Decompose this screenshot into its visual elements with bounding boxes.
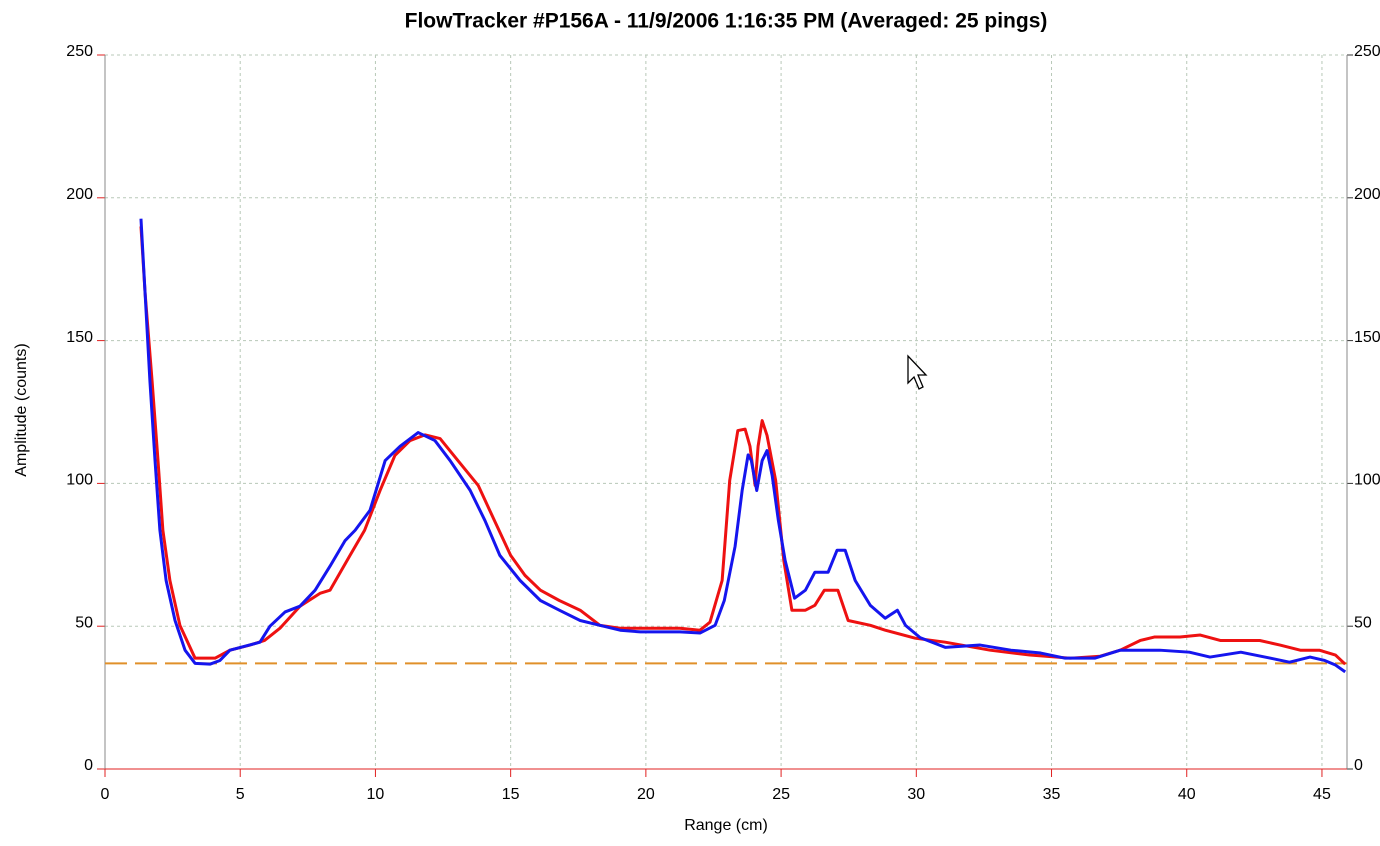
y2-tick-label: 0: [1354, 757, 1363, 774]
x-tick-label: 5: [236, 786, 245, 803]
x-tick-label: 25: [772, 786, 790, 803]
series-line: [139, 218, 1347, 674]
y-tick-label: 200: [66, 186, 93, 203]
y-tick-label: 150: [66, 329, 93, 346]
y-tick-label: 50: [75, 614, 93, 631]
x-tick-label: 35: [1043, 786, 1061, 803]
x-tick-label: 15: [502, 786, 520, 803]
y2-tick-label: 100: [1354, 472, 1380, 489]
y-axis-label: Amplitude (counts): [13, 343, 30, 476]
y-tick-label: 0: [84, 757, 93, 774]
x-tick-label: 45: [1313, 786, 1331, 803]
y2-tick-label: 250: [1354, 43, 1380, 60]
x-tick-label: 30: [907, 786, 925, 803]
y-tick-label: 100: [66, 472, 93, 489]
series-line: [139, 226, 1347, 666]
x-axis-label: Range (cm): [684, 817, 768, 834]
y-tick-label: 250: [66, 43, 93, 60]
chart-title: FlowTracker #P156A - 11/9/2006 1:16:35 P…: [405, 10, 1048, 33]
x-tick-label: 10: [367, 786, 385, 803]
x-tick-label: 20: [637, 786, 655, 803]
y2-tick-label: 200: [1354, 186, 1380, 203]
mouse-cursor: [907, 354, 928, 390]
y2-tick-label: 150: [1354, 329, 1380, 346]
y2-tick-label: 50: [1354, 614, 1372, 631]
x-tick-label: 40: [1178, 786, 1196, 803]
x-tick-label: 0: [101, 786, 110, 803]
